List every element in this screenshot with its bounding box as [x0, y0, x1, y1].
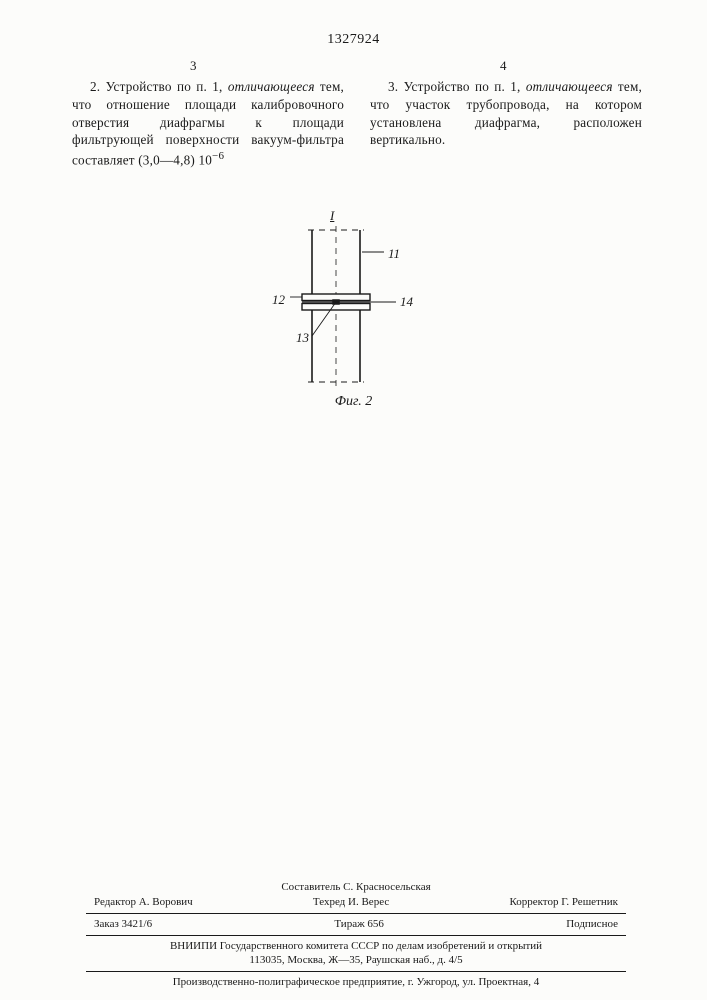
editor: Редактор А. Ворович: [94, 895, 193, 910]
left-column: 2. Устройство по п. 1, отличающееся тем,…: [72, 78, 344, 169]
printer: Производственно-полиграфическое предприя…: [86, 975, 626, 990]
claim-2: 2. Устройство по п. 1, отличающееся тем,…: [72, 78, 344, 169]
label-14: 14: [400, 294, 413, 310]
label-13: 13: [296, 330, 309, 346]
doc-number: 1327924: [0, 32, 707, 48]
claim-num: 3.: [388, 79, 404, 94]
claim-em: отличающееся: [526, 79, 613, 94]
col-number-right: 4: [500, 58, 507, 74]
claim-num: 2.: [90, 79, 106, 94]
colophon: Составитель С. Красносельская Редактор А…: [86, 880, 626, 990]
corrector: Корректор Г. Решетник: [509, 895, 618, 910]
subscription: Подписное: [566, 917, 618, 932]
tirazh: Тираж 656: [334, 917, 384, 932]
divider: [86, 935, 626, 936]
claim-em: отличающееся: [228, 79, 315, 94]
figure-caption: Фиг. 2: [0, 394, 707, 410]
label-12: 12: [272, 292, 285, 308]
right-column: 3. Устройство по п. 1, отличающееся тем,…: [370, 78, 642, 169]
compiler: Составитель С. Красносельская: [86, 880, 626, 895]
address: 113035, Москва, Ж—35, Раушская наб., д. …: [86, 953, 626, 968]
claim-sup: −6: [212, 150, 224, 162]
text-columns: 2. Устройство по п. 1, отличающееся тем,…: [72, 78, 642, 169]
col-number-left: 3: [190, 58, 197, 74]
diagram-fig2: I 11 12 13 14: [260, 210, 460, 410]
order: Заказ 3421/6: [94, 917, 152, 932]
order-row: Заказ 3421/6 Тираж 656 Подписное: [86, 917, 626, 932]
divider: [86, 971, 626, 972]
label-11: 11: [388, 246, 400, 262]
section-mark: I: [330, 208, 334, 224]
org: ВНИИПИ Государственного комитета СССР по…: [86, 939, 626, 954]
tech-editor: Техред И. Верес: [313, 895, 389, 910]
claim-text-a: Устройство по п. 1,: [404, 79, 526, 94]
divider: [86, 913, 626, 914]
claim-text-a: Устройство по п. 1,: [106, 79, 228, 94]
fig2-svg: [260, 210, 460, 410]
claim-3: 3. Устройство по п. 1, отличающееся тем,…: [370, 78, 642, 149]
credits-row: Редактор А. Ворович Техред И. Верес Корр…: [86, 895, 626, 910]
